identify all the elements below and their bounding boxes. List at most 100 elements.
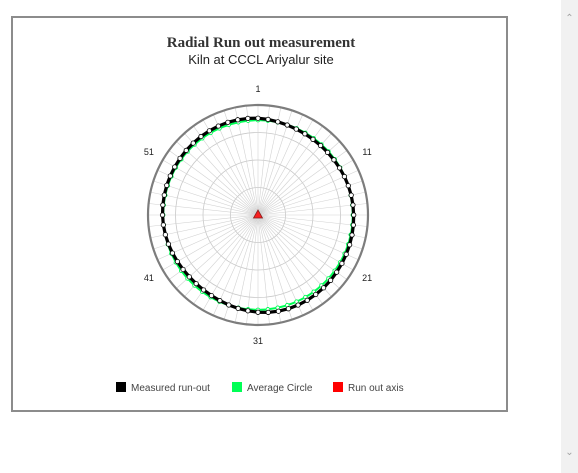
measured-point (334, 269, 340, 275)
measured-point (351, 212, 357, 218)
measured-point (350, 202, 356, 208)
grid-spoke (257, 214, 293, 320)
grid-spoke (157, 169, 259, 216)
grid-spoke (234, 214, 259, 323)
grid-spoke (257, 214, 332, 297)
measured-point (284, 122, 290, 128)
measured-point (183, 147, 189, 153)
measured-point (177, 155, 183, 161)
measured-point (225, 119, 231, 125)
grid-spoke (257, 214, 314, 311)
measured-point (208, 292, 215, 299)
grid-spoke (257, 214, 340, 289)
measured-point (331, 157, 337, 163)
grid-spoke (148, 203, 259, 216)
measured-point (265, 309, 271, 315)
legend-label-average: Average Circle (247, 383, 313, 394)
grid-spoke (153, 180, 259, 216)
measured-point (215, 123, 222, 129)
measured-point (169, 250, 176, 256)
measured-point (190, 140, 196, 146)
legend-label-axis: Run out axis (348, 383, 404, 394)
legend-item-measured[interactable]: Measured run-out (116, 382, 210, 394)
measured-point (343, 251, 349, 257)
measured-point (302, 131, 308, 137)
grid-spoke (257, 214, 282, 323)
measured-point (349, 232, 355, 238)
measured-point (295, 302, 301, 308)
measured-point (265, 116, 271, 122)
grid-spoke (202, 119, 259, 216)
angle-tick-label: 11 (362, 147, 371, 157)
grid-spoke (246, 214, 259, 325)
measured-point (255, 309, 261, 315)
legend-swatch-measured (116, 382, 126, 392)
measured-point (162, 232, 168, 238)
legend: Measured run-out Average Circle Run out … (116, 382, 404, 394)
measured-point (336, 165, 343, 171)
measured-point (317, 142, 324, 149)
legend-item-average[interactable]: Average Circle (232, 382, 313, 394)
chevron-up-icon[interactable]: ⌃ (565, 13, 574, 24)
grid-spoke (257, 214, 270, 325)
measured-point (206, 128, 212, 134)
grid-spoke (257, 214, 323, 305)
grid-spoke (257, 180, 363, 216)
grid-spoke (193, 125, 259, 216)
measured-point (164, 182, 170, 188)
grid-spoke (148, 214, 259, 227)
measured-point (198, 133, 204, 140)
legend-item-axis[interactable]: Run out axis (333, 382, 404, 394)
legend-swatch-average (232, 382, 242, 392)
measured-point (161, 192, 167, 198)
page-scrollbar[interactable]: ⌃ ⌄ (561, 0, 578, 473)
angle-tick-label: 1 (255, 84, 260, 94)
chevron-down-icon[interactable]: ⌄ (565, 447, 574, 458)
measured-point (275, 119, 281, 125)
measured-point (255, 115, 261, 121)
angle-tick-label: 21 (362, 273, 372, 283)
grid-spoke (257, 214, 368, 227)
grid-spoke (257, 214, 354, 271)
grid-spoke (150, 191, 259, 216)
grid-spoke (162, 159, 259, 216)
runout-axis-series (252, 209, 264, 219)
measured-point (180, 266, 186, 273)
measured-point (339, 260, 345, 267)
measured-point (235, 117, 241, 123)
measured-point (327, 277, 334, 283)
grid-spoke (234, 107, 259, 216)
measured-point (159, 212, 166, 218)
measured-point (313, 291, 319, 298)
grid-spoke (184, 133, 259, 216)
grid-spoke (257, 214, 366, 239)
grid-spoke (223, 214, 259, 320)
measured-point (245, 308, 251, 314)
measured-point (217, 298, 223, 304)
measured-point (160, 202, 166, 208)
measured-point (226, 302, 232, 308)
grid-spoke (257, 214, 348, 280)
measured-point (341, 173, 348, 180)
measured-point (275, 308, 282, 314)
measured-point (172, 164, 178, 170)
grid-spoke (168, 150, 259, 216)
measured-point (200, 287, 207, 293)
grid-spoke (246, 105, 259, 216)
runout-axis-marker (252, 209, 264, 219)
measured-point (235, 305, 241, 311)
grid-spoke (223, 110, 259, 216)
grid-spoke (257, 191, 366, 216)
grid-spoke (257, 214, 359, 261)
outer-ring (146, 103, 370, 327)
grid-spoke (257, 110, 293, 216)
chart-subtitle: Kiln at CCCL Ariyalur site (188, 52, 333, 67)
measured-runout-series (159, 115, 357, 315)
measured-point (348, 192, 354, 198)
angle-tick-label: 51 (144, 147, 154, 157)
grid-spoke (212, 114, 259, 216)
angle-tick-label: 31 (253, 336, 263, 346)
legend-label-measured: Measured run-out (131, 383, 210, 394)
